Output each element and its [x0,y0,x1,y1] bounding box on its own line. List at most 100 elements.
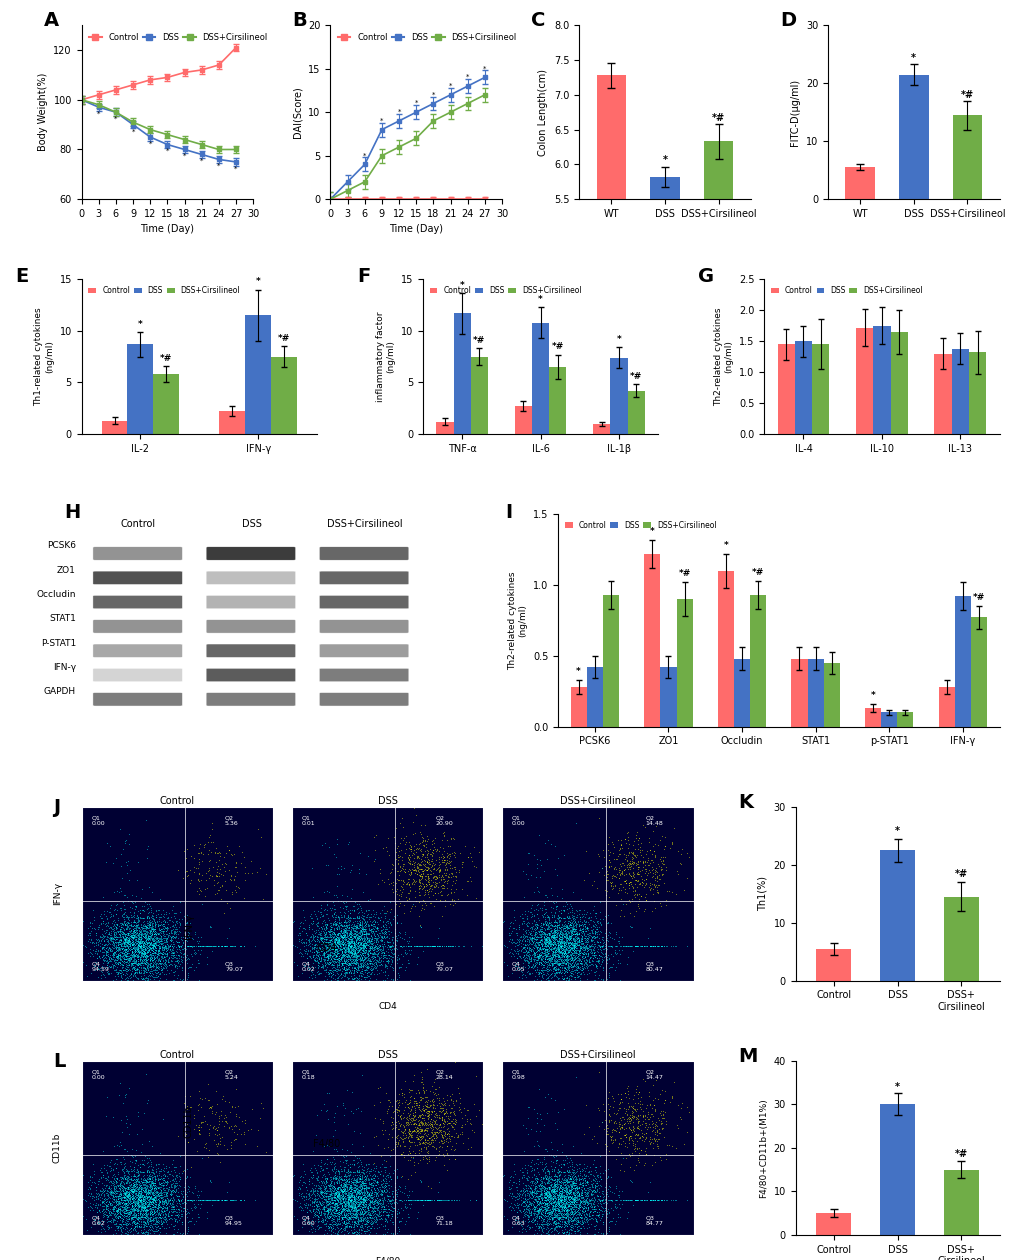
Point [353,1187,369,1207]
Point [159,927,175,948]
Point [99,1208,115,1228]
Point [303,908,319,929]
Point [101,937,117,958]
Point [541,921,557,941]
Point [574,1201,590,1221]
Point [547,963,564,983]
Point [347,1198,364,1218]
Point [401,1135,418,1155]
Point [329,968,345,988]
Point [99,929,115,949]
Point [350,940,366,960]
Point [546,920,562,940]
Point [360,890,376,910]
Point [135,931,151,951]
Point [518,1194,534,1215]
Point [292,924,309,944]
Point [390,854,407,874]
Point [135,1196,151,1216]
Point [151,1194,167,1215]
Point [309,1198,325,1218]
Point [335,1217,352,1237]
Point [85,901,101,921]
Point [554,907,571,927]
Point [130,936,147,956]
Point [97,1189,113,1210]
Point [160,1217,176,1237]
Point [315,1187,331,1207]
Point [441,845,458,866]
Point [517,903,533,924]
Point [318,1171,334,1191]
Point [581,1193,597,1213]
Point [160,1189,176,1210]
Point [426,1189,442,1210]
Point [123,953,140,973]
Point [317,1203,333,1223]
Point [90,1186,106,1206]
Point [344,896,361,916]
Point [128,924,145,944]
Point [634,1094,650,1114]
Point [118,963,135,983]
Point [375,970,391,990]
Point [85,1201,101,1221]
Point [551,921,568,941]
Point [370,1162,386,1182]
Point [539,1184,555,1205]
Point [146,1173,162,1193]
Point [342,1176,359,1196]
Point [526,922,542,942]
Point [536,940,552,960]
Point [112,1181,128,1201]
Point [133,958,150,978]
Point [542,1192,558,1212]
Point [135,926,151,946]
Point [346,1212,363,1232]
Point [663,832,680,852]
Point [436,825,452,845]
Point [619,1110,635,1130]
Point [600,1203,616,1223]
Point [347,939,364,959]
Point [193,843,209,863]
Point [572,1237,588,1257]
Point [132,924,149,944]
Point [629,1131,645,1152]
Point [561,929,578,949]
Point [354,1194,370,1215]
Point [324,948,340,968]
Point [331,1241,347,1260]
Point [572,942,588,963]
Point [198,936,214,956]
Point [116,1187,132,1207]
Point [555,942,572,963]
Point [147,1184,163,1205]
Point [348,927,365,948]
Point [340,1183,357,1203]
Point [607,1189,624,1210]
Point [420,866,436,886]
Point [128,963,145,983]
Point [557,925,574,945]
Point [560,1194,577,1215]
Point [400,874,417,895]
Point [345,921,362,941]
Point [332,859,348,879]
Point [340,1193,357,1213]
Point [151,937,167,958]
Point [354,1177,370,1197]
Point [325,932,341,953]
Point [142,1208,158,1228]
Point [562,1215,579,1235]
Point [330,1202,346,1222]
Point [328,949,344,969]
Point [614,877,631,897]
Point [587,961,603,982]
Point [566,1189,582,1210]
Point [340,930,357,950]
Point [562,1223,579,1244]
Point [174,1225,191,1245]
Point [339,1182,356,1202]
Point [148,929,164,949]
